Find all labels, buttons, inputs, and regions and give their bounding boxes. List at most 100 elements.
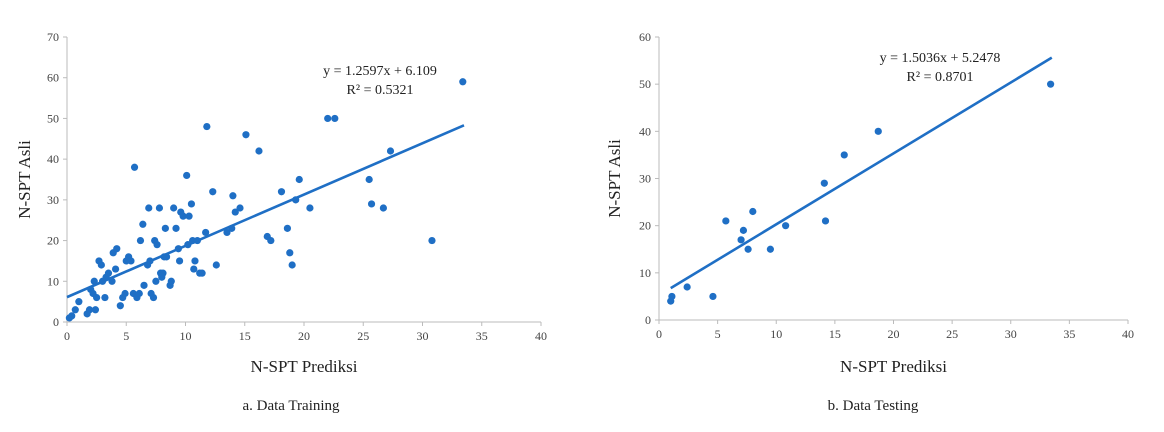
- data-point: [229, 192, 237, 200]
- x-tick-label: 25: [946, 327, 958, 341]
- x-tick-label: 30: [1005, 327, 1017, 341]
- trendline-equation: y = 1.5036x + 5.2478: [880, 51, 1001, 66]
- data-point: [459, 78, 467, 86]
- data-point: [820, 179, 828, 187]
- data-point: [167, 277, 175, 285]
- r-squared-label: R² = 0.5321: [347, 83, 414, 98]
- chart-caption-testing: b. Data Testing: [827, 398, 919, 414]
- x-tick-label: 25: [357, 329, 369, 343]
- data-point: [153, 241, 161, 249]
- data-point: [190, 265, 198, 273]
- data-point: [209, 188, 217, 196]
- data-point: [1047, 80, 1055, 88]
- data-point: [203, 122, 211, 131]
- y-tick-label: 50: [639, 77, 651, 91]
- y-tick-label: 40: [639, 124, 651, 138]
- x-axis-title: N-SPT Prediksi: [251, 357, 358, 376]
- data-point: [101, 293, 109, 302]
- data-point: [840, 151, 848, 159]
- data-point: [749, 207, 757, 216]
- data-point: [159, 269, 167, 277]
- scatter-chart-testing: 0 5 10 15 20 25 30 35 40 0 10 20 30 40 50 60 N-SPT Predi…: [605, 30, 1134, 376]
- y-tick-label: 60: [639, 30, 651, 44]
- y-tick-label: 30: [639, 172, 651, 186]
- x-tick-label: 5: [123, 329, 129, 343]
- data-point: [111, 265, 120, 273]
- data-point: [223, 228, 231, 237]
- data-point: [161, 224, 169, 232]
- x-tick-label: 0: [64, 329, 70, 343]
- data-point: [236, 204, 244, 212]
- x-tick-label: 35: [476, 329, 488, 343]
- data-point: [184, 241, 192, 249]
- data-point: [277, 188, 286, 196]
- data-point: [140, 281, 148, 289]
- data-point: [85, 306, 94, 314]
- data-point: [288, 261, 296, 269]
- data-point: [874, 127, 882, 135]
- data-point: [722, 217, 730, 225]
- data-point: [766, 245, 774, 253]
- data-point: [202, 228, 210, 237]
- x-tick-label: 10: [770, 327, 782, 341]
- y-tick-label: 60: [47, 71, 59, 85]
- data-point: [135, 289, 143, 298]
- data-point: [75, 298, 83, 306]
- y-tick-label: 20: [639, 219, 651, 233]
- data-point: [121, 289, 129, 298]
- data-point: [90, 277, 98, 285]
- x-tick-label: 10: [180, 329, 192, 343]
- data-point: [104, 269, 113, 277]
- x-tick-label: 15: [239, 329, 251, 343]
- data-point: [116, 302, 124, 310]
- data-point: [255, 147, 263, 155]
- data-point: [71, 306, 79, 314]
- data-point: [324, 114, 332, 123]
- data-point: [428, 236, 436, 245]
- data-point: [155, 204, 164, 212]
- data-point: [179, 212, 187, 220]
- data-point: [365, 175, 373, 184]
- data-point: [242, 131, 250, 139]
- y-tick-label: 40: [47, 152, 59, 166]
- data-point: [367, 200, 376, 208]
- data-point: [136, 236, 145, 245]
- y-tick-label: 30: [47, 193, 59, 207]
- data-point: [709, 292, 717, 301]
- data-point: [668, 292, 676, 301]
- data-point: [93, 293, 101, 302]
- x-tick-label: 20: [888, 327, 900, 341]
- y-tick-label: 50: [47, 111, 59, 125]
- y-axis-title: N-SPT Asli: [605, 139, 624, 218]
- data-point: [295, 175, 303, 184]
- data-point: [113, 245, 121, 253]
- y-tick-label: 0: [645, 313, 651, 327]
- data-point: [212, 261, 220, 269]
- x-tick-label: 5: [715, 327, 721, 341]
- data-point: [174, 245, 182, 253]
- x-tick-label: 0: [656, 327, 662, 341]
- x-tick-label: 40: [1122, 327, 1134, 341]
- x-tick-label: 35: [1063, 327, 1075, 341]
- data-point: [108, 277, 116, 285]
- data-point: [267, 236, 275, 245]
- y-tick-label: 10: [639, 266, 651, 280]
- data-point: [739, 226, 748, 234]
- chart-panel-training: 0 5 10 15 20 25 30 35 40 0 10 20 30 40 50 60 70 N-SPT Pre…: [15, 30, 547, 414]
- data-point: [683, 283, 691, 291]
- data-point: [130, 163, 139, 171]
- data-point: [737, 236, 745, 244]
- data-point: [175, 257, 184, 265]
- data-point: [68, 312, 76, 320]
- y-axis-title: N-SPT Asli: [15, 140, 34, 219]
- trendline: [66, 124, 465, 299]
- data-point: [183, 171, 191, 180]
- data-point: [185, 212, 193, 220]
- trendline-equation: y = 1.2597x + 6.109: [323, 64, 437, 79]
- chart-panel-testing: 0 5 10 15 20 25 30 35 40 0 10 20 30 40 50 60 N-SPT Predi…: [582, 0, 1164, 432]
- chart-caption-training: a. Data Training: [242, 398, 340, 414]
- y-tick-label: 0: [53, 315, 59, 329]
- data-point: [172, 224, 180, 232]
- data-point: [162, 253, 171, 261]
- trendline: [670, 56, 1053, 290]
